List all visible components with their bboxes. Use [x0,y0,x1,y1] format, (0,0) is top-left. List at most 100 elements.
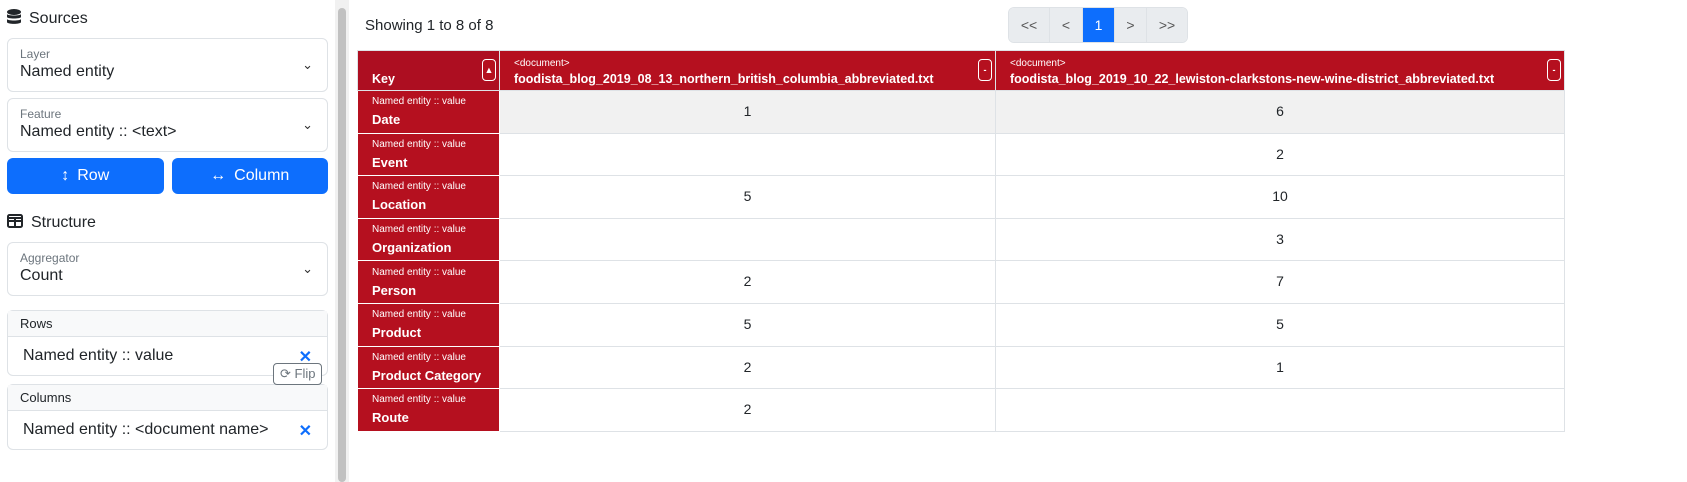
next-page-button[interactable]: > [1115,8,1147,42]
structure-heading: Structure [7,204,328,242]
column-header: <document> foodista_blog_2019_08_13_north… [499,50,996,91]
table-row: Named entity :: value Location 5 10 [357,175,1565,219]
page-1-button[interactable]: 1 [1083,8,1115,42]
collapse-icon[interactable]: - [1547,59,1561,81]
key-header[interactable]: Key ▲ [357,50,500,91]
row-feature: Named entity :: value [372,181,466,193]
column-type: <document> [1010,58,1066,69]
refresh-icon: ⟳ [280,366,291,381]
layer-label: Layer [20,47,51,61]
row-feature: Named entity :: value [372,309,466,321]
table-cell [499,132,996,177]
sources-heading: Sources [7,0,328,38]
row-key: Named entity :: value Person [357,260,500,304]
chevron-down-icon: ⌄ [302,117,313,132]
column-name: foodista_blog_2019_08_13_northern_britis… [514,72,934,86]
columns-label: Columns [8,385,327,411]
row-key-label: Route [372,410,409,426]
column-header: <document> foodista_blog_2019_10_22_lewis… [995,50,1565,91]
aggregator-select[interactable]: Aggregator Count ⌄ [7,242,328,296]
remove-row-close-icon[interactable]: ✕ [298,349,312,366]
table-cell: 10 [995,175,1565,219]
row-key-label: Product Category [372,367,482,383]
aggregator-label: Aggregator [20,251,80,265]
table-cell: 1 [995,345,1565,390]
add-row-button[interactable]: ↕ Row [7,158,164,194]
table-row: Named entity :: value Person 2 7 [357,260,1565,304]
row-feature: Named entity :: value [372,351,466,363]
chevron-down-icon: ⌄ [302,261,313,276]
flip-button[interactable]: ⟳ Flip [273,363,323,385]
arrows-vertical-icon: ↕ [61,167,70,184]
table-cell [995,388,1565,432]
column-type: <document> [514,58,570,69]
feature-value: Named entity :: <text> [20,123,177,140]
flip-label: Flip [294,366,316,381]
row-feature: Named entity :: value [372,138,466,150]
remove-column-close-icon[interactable]: ✕ [298,423,312,440]
pagination: << < 1 > >> [1008,7,1188,43]
layer-select[interactable]: Layer Named entity ⌄ [7,38,328,92]
table-cell: 2 [499,388,996,432]
rows-item: Named entity :: value [23,347,174,364]
last-page-button[interactable]: >> [1147,8,1187,42]
columns-item: Named entity :: <document name> [23,421,269,438]
column-button-label: Column [234,167,290,184]
database-icon [7,8,21,30]
columns-card: Columns Named entity :: <document name> ✕ [7,384,328,450]
key-header-label: Key [372,72,395,86]
table-row: Named entity :: value Product 5 5 [357,302,1565,347]
layer-value: Named entity [20,63,115,80]
row-feature: Named entity :: value [372,224,466,236]
table-cell: 1 [499,90,996,134]
prev-page-button[interactable]: < [1050,8,1083,42]
structure-title: Structure [31,214,96,231]
table-cell: 5 [995,302,1565,347]
feature-label: Feature [20,107,62,121]
sidebar: Sources Layer Named entity ⌄ Feature Nam… [7,0,328,450]
table-cell: 5 [499,175,996,219]
table-row: Named entity :: value Product Category 2 … [357,345,1565,390]
table-cell: 2 [499,260,996,304]
column-name: foodista_blog_2019_10_22_lewiston-clarks… [1010,72,1495,86]
table-cell: 7 [995,260,1565,304]
sort-up-icon[interactable]: ▲ [482,59,496,81]
row-feature: Named entity :: value [372,266,466,278]
add-column-button[interactable]: ↔ Column [171,158,328,194]
table-cell: 2 [995,132,1565,177]
table-icon [7,213,23,233]
row-key-label: Event [372,154,408,170]
sources-title: Sources [29,10,88,27]
first-page-button[interactable]: << [1009,8,1050,42]
row-key-label: Product [372,325,422,341]
row-feature: Named entity :: value [372,394,466,406]
feature-select[interactable]: Feature Named entity :: <text> ⌄ [7,98,328,152]
row-key-label: Organization [372,240,452,256]
aggregator-value: Count [20,267,63,284]
row-feature: Named entity :: value [372,96,466,108]
rows-card: Rows Named entity :: value ✕ [7,310,328,376]
row-key-label: Date [372,112,401,128]
table-cell: 6 [995,90,1565,134]
scrollbar-thumb[interactable] [338,8,346,482]
table-cell [499,217,996,262]
collapse-icon[interactable]: - [978,59,992,81]
chevron-down-icon: ⌄ [302,57,313,72]
table-cell: 2 [499,345,996,390]
row-button-label: Row [77,167,110,184]
pivot-table: Key ▲ <document> foodista_blog_2019_08_13_… [357,50,1565,432]
row-key: Named entity :: value Location [357,175,500,219]
arrows-horizontal-icon: ↔ [210,167,227,184]
table-cell: 3 [995,217,1565,262]
showing-count: Showing 1 to 8 of 8 [365,17,494,34]
